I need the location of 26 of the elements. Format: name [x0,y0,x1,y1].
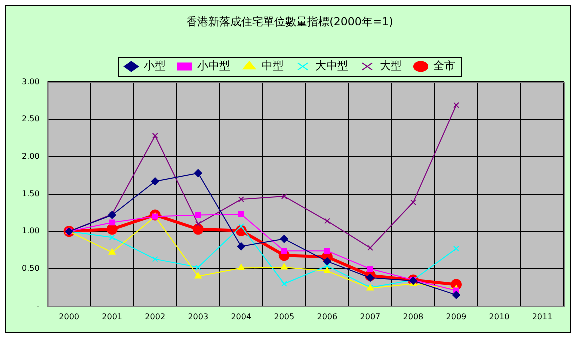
x-tick-label: 2010 [489,312,510,322]
legend-label: 小型 [144,60,166,73]
legend-label: 全市 [434,60,456,73]
legend-label: 大中型 [316,60,348,73]
x-tick-label: 2001 [102,312,123,322]
y-tick-label: 1.00 [22,226,40,236]
x-tick-label: 2002 [145,312,166,322]
x-tick-label: 2005 [274,312,295,322]
x-tick-label: 2007 [360,312,381,322]
y-tick-label: - [36,301,40,310]
x-tick-label: 2006 [317,312,338,322]
x-tick-label: 2000 [59,312,80,322]
y-tick-label: 0.50 [22,264,40,274]
x-tick-label: 2011 [532,312,553,322]
x-tick-label: 2003 [188,312,209,322]
y-tick-label: 2.00 [22,152,40,162]
chart-title: 香港新落成住宅單位數量指標(2000年=1) [186,15,394,28]
legend-label: 大型 [380,60,402,73]
x-tick-label: 2004 [231,312,252,322]
y-tick-label: 3.00 [22,77,40,86]
legend-label: 小中型 [198,60,230,73]
y-tick-label: 1.50 [22,189,40,198]
x-tick-label: 2009 [446,312,467,322]
y-tick-label: 2.50 [22,114,40,124]
x-tick-label: 2008 [403,312,424,322]
legend-label: 中型 [262,60,284,73]
